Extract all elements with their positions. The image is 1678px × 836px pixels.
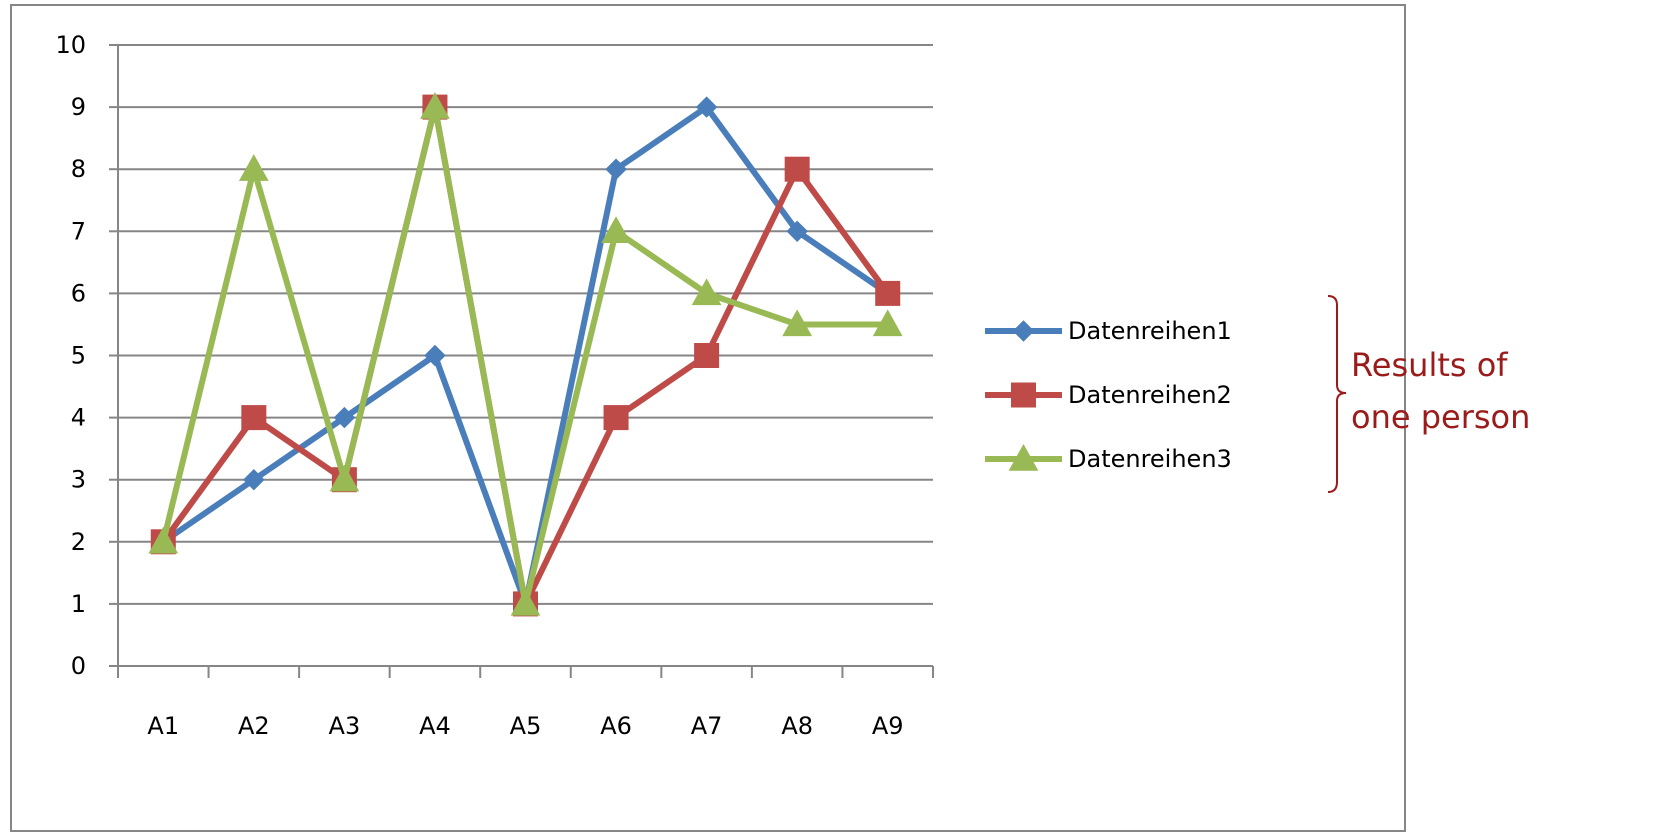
y-tick-label: 3 (71, 466, 86, 494)
data-point (420, 92, 450, 119)
annotation-bracket (1327, 295, 1347, 493)
x-tick-label: A5 (510, 712, 542, 740)
legend-label: Datenreihen2 (1068, 381, 1232, 409)
data-point (329, 464, 360, 492)
y-tick-label: 7 (71, 217, 86, 245)
data-point (424, 344, 446, 367)
y-tick-label: 9 (71, 93, 86, 121)
legend-marker (1012, 320, 1035, 342)
y-tick-label: 5 (71, 342, 86, 370)
annotation-line-2: one person (1351, 398, 1530, 436)
y-tick-label: 2 (71, 528, 86, 556)
data-point (875, 280, 901, 306)
x-tick-label: A8 (781, 712, 813, 740)
data-point (510, 588, 541, 616)
data-point (333, 406, 356, 429)
legend-marker (1008, 443, 1039, 471)
y-tick-label: 1 (71, 590, 86, 618)
data-point (243, 468, 265, 491)
x-axis-tick-labels: A1 A2 A3 A4 A5 A6 A7 A8 A9 (147, 712, 903, 740)
legend-entry: Datenreihen1 (985, 317, 1232, 345)
x-tick-label: A2 (238, 712, 270, 740)
data-point (782, 309, 813, 337)
axes (109, 44, 934, 678)
data-point (241, 405, 267, 431)
legend-label: Datenreihen3 (1068, 445, 1232, 473)
x-tick-label: A7 (691, 712, 723, 740)
annotation: Results of one person (1327, 295, 1530, 493)
y-axis-tick-labels: 0 1 2 3 4 5 6 7 8 9 10 (55, 31, 86, 680)
data-point (148, 526, 179, 554)
x-tick-label: A1 (147, 712, 179, 740)
legend-marker (1011, 382, 1036, 408)
y-tick-label: 0 (71, 652, 86, 680)
data-point (786, 220, 808, 243)
y-tick-label: 8 (71, 155, 86, 183)
y-tick-label: 4 (71, 404, 86, 432)
data-point (238, 154, 269, 181)
legend-label: Datenreihen1 (1068, 317, 1232, 345)
data-point (601, 216, 631, 243)
data-point (605, 158, 627, 180)
annotation-line-1: Results of (1351, 346, 1508, 384)
x-tick-label: A9 (872, 712, 904, 740)
data-point (694, 343, 720, 368)
y-tick-label: 6 (71, 279, 86, 307)
y-tick-label: 10 (55, 31, 86, 59)
data-point (691, 278, 722, 306)
x-tick-label: A3 (329, 712, 361, 740)
data-point (784, 156, 810, 182)
data-point (603, 405, 629, 431)
legend-entry: Datenreihen3 (985, 443, 1232, 473)
series-lines (148, 92, 903, 617)
data-point (872, 309, 903, 337)
x-tick-label: A4 (419, 712, 451, 740)
series-3 (148, 92, 903, 616)
legend-entry: Datenreihen2 (985, 381, 1232, 409)
data-point (695, 96, 718, 118)
x-tick-label: A6 (600, 712, 632, 740)
legend: Datenreihen1 Datenreihen2 Datenreihen3 (985, 317, 1232, 473)
